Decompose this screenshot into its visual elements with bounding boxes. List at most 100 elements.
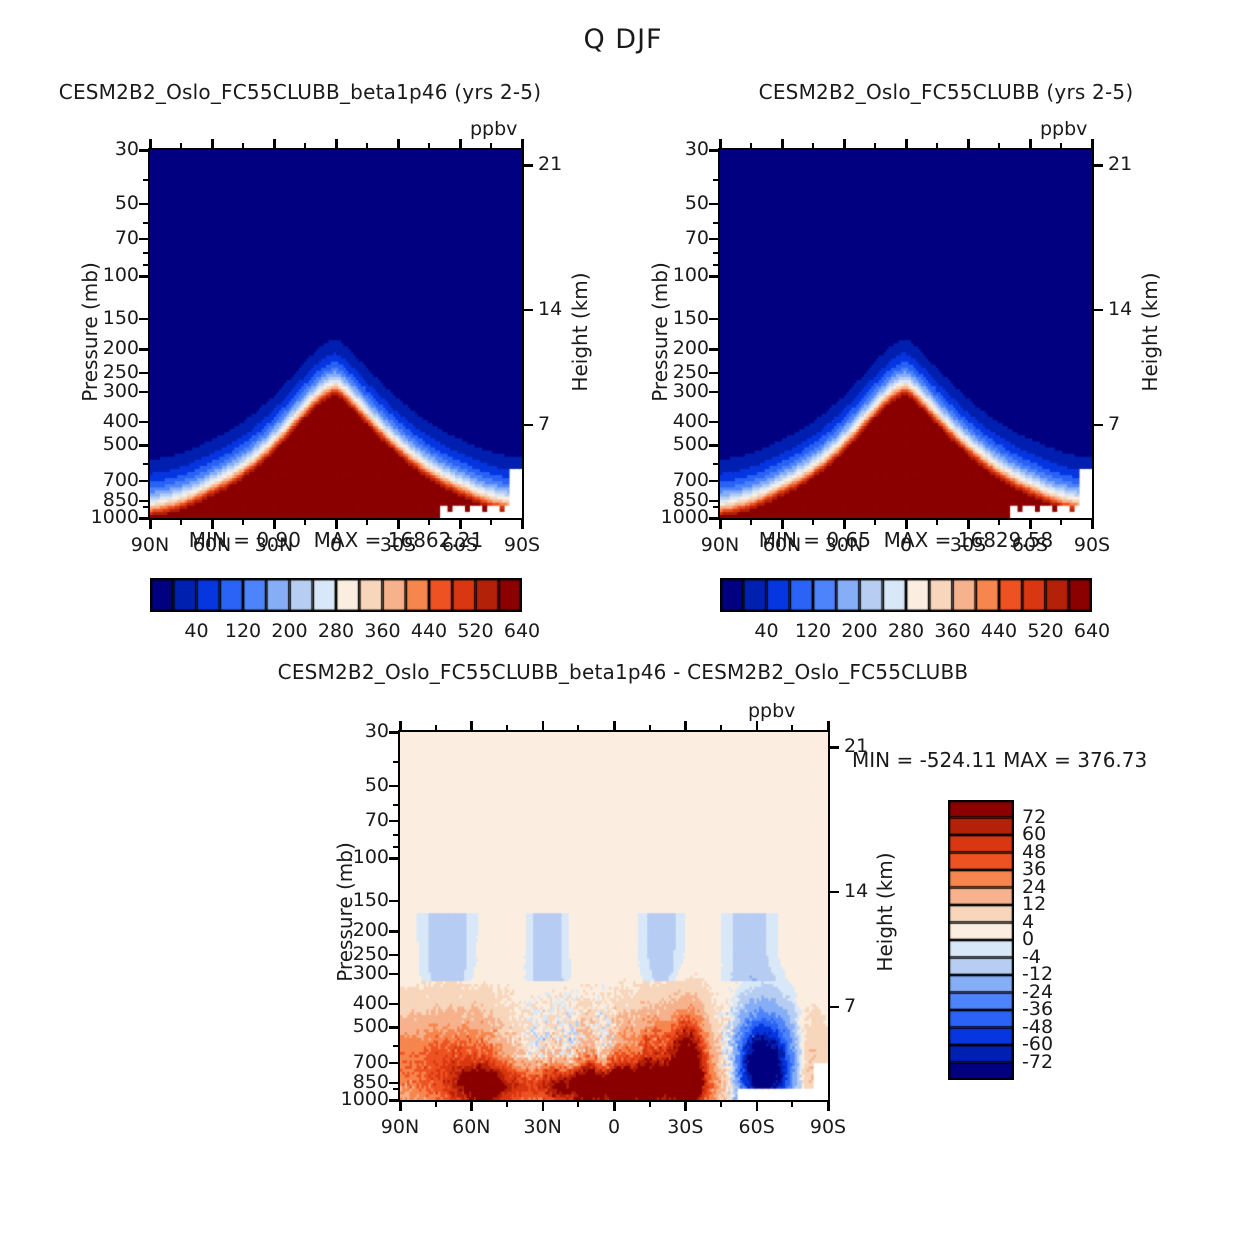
pressure-tick [139, 499, 150, 503]
pressure-tick-label: 400 [102, 409, 139, 432]
x-tick-label: 30N [254, 534, 294, 556]
x-minor-tick-top [428, 143, 430, 150]
colorbar-tick-label: 440 [980, 620, 1018, 642]
colorbar-vertical-tick-label: 60 [1022, 823, 1047, 845]
x-minor-tick-top [998, 143, 1000, 150]
x-tick-label: 30S [667, 1116, 704, 1138]
x-minor-tick [905, 518, 907, 525]
x-minor-tick-top [366, 143, 368, 150]
x-minor-tick [366, 518, 368, 525]
colorbar-tick-label: 640 [503, 620, 541, 642]
pressure-tick [389, 731, 400, 734]
x-minor-tick [304, 518, 306, 525]
unit-label-difference: ppbv [748, 700, 796, 722]
pressure-tick [139, 420, 150, 424]
pressure-tick [709, 390, 720, 394]
height-tick [1092, 308, 1103, 312]
height-tick [522, 423, 533, 427]
colorbar-vertical-tick-label: 72 [1022, 805, 1047, 828]
pressure-tick [139, 317, 150, 321]
x-minor-tick-top [648, 725, 651, 732]
pressure-minor-tick [713, 221, 720, 224]
x-minor-tick-top [304, 143, 306, 150]
colorbar-tick-label: 360 [364, 620, 401, 642]
pressure-tick-label: 850 [102, 488, 139, 511]
pressure-tick [389, 899, 400, 903]
pressure-tick [139, 371, 150, 374]
height-tick-label: 7 [538, 412, 551, 435]
x-tick-top [719, 139, 722, 150]
pressure-minor-tick [713, 251, 720, 254]
x-tick-label: 90S [1073, 534, 1111, 556]
x-tick-label: 60N [762, 534, 802, 556]
x-tick [1091, 518, 1094, 529]
pressure-tick-label: 850 [352, 1070, 389, 1093]
pressure-tick [139, 275, 150, 278]
x-minor-tick [335, 518, 337, 525]
pressure-tick-label: 400 [672, 409, 709, 432]
height-tick [828, 890, 839, 894]
x-tick-top [1091, 139, 1094, 150]
height-tick [1092, 423, 1103, 427]
colorbar-horizontal-right [720, 578, 1092, 612]
x-minor-tick [613, 1100, 615, 1107]
x-minor-tick [434, 1100, 437, 1107]
x-minor-tick-top [506, 725, 508, 732]
panel-title-right: CESM2B2_Oslo_FC55CLUBB (yrs 2-5) [758, 80, 1134, 104]
pressure-tick-label: 150 [102, 306, 139, 329]
pressure-tick [389, 819, 400, 823]
pressure-tick [709, 444, 720, 447]
colorbar-vertical-tick-label: -12 [1022, 963, 1054, 985]
colorbar-vertical-tick-label: -72 [1022, 1050, 1054, 1073]
pressure-tick [389, 1002, 400, 1006]
pressure-tick [709, 420, 720, 424]
height-tick [828, 1005, 839, 1009]
pressure-tick-label: 70 [684, 226, 709, 249]
height-tick [828, 746, 839, 749]
minmax-difference: MIN = -524.11 MAX = 376.73 [852, 748, 1148, 772]
x-minor-tick-top [755, 725, 758, 732]
height-tick [522, 164, 533, 167]
x-minor-tick [577, 1100, 580, 1107]
pressure-tick-label: 300 [102, 379, 139, 402]
pressure-minor-tick [143, 179, 150, 182]
pressure-minor-tick [393, 1045, 400, 1048]
x-tick-label: 90S [503, 534, 541, 556]
pressure-tick-label: 250 [672, 360, 709, 383]
x-tick-label: 90S [809, 1116, 847, 1138]
pressure-tick-label: 70 [364, 808, 389, 831]
max-label-right: MAX = 16829.58 [883, 528, 1054, 552]
x-minor-tick-top [1029, 143, 1031, 150]
x-tick-label: 0 [329, 534, 343, 556]
x-minor-tick [843, 518, 845, 525]
pressure-tick [389, 1081, 400, 1085]
pressure-tick [709, 499, 720, 503]
colorbar-tick-label: 120 [794, 620, 832, 642]
pressure-minor-tick [393, 846, 400, 849]
pressure-tick-label: 150 [672, 306, 709, 329]
pressure-tick-label: 500 [102, 433, 139, 456]
colorbar-vertical-tick-label: -24 [1022, 980, 1054, 1003]
x-minor-tick [490, 518, 492, 525]
pressure-tick [709, 275, 720, 278]
x-minor-tick-top [397, 143, 399, 150]
pressure-tick-label: 850 [672, 488, 709, 511]
max-label-left: MAX = 16862.21 [313, 528, 484, 552]
x-tick-top [827, 721, 830, 732]
pressure-tick [139, 479, 150, 483]
pressure-tick-label: 1000 [660, 506, 709, 528]
pressure-tick-label: 30 [364, 720, 389, 742]
x-tick [399, 1100, 402, 1111]
height-tick-label: 14 [1108, 297, 1133, 320]
pressure-tick-label: 1000 [340, 1088, 389, 1110]
x-minor-tick [781, 518, 783, 525]
pressure-tick-label: 30 [684, 138, 709, 160]
x-minor-tick [273, 518, 275, 525]
x-minor-tick [750, 518, 752, 525]
height-tick [522, 308, 533, 312]
colorbar-tick-label: 120 [224, 620, 262, 642]
x-minor-tick [541, 1100, 544, 1107]
x-tick-top [399, 721, 402, 732]
pressure-tick [709, 371, 720, 374]
height-tick-label: 14 [844, 879, 869, 902]
